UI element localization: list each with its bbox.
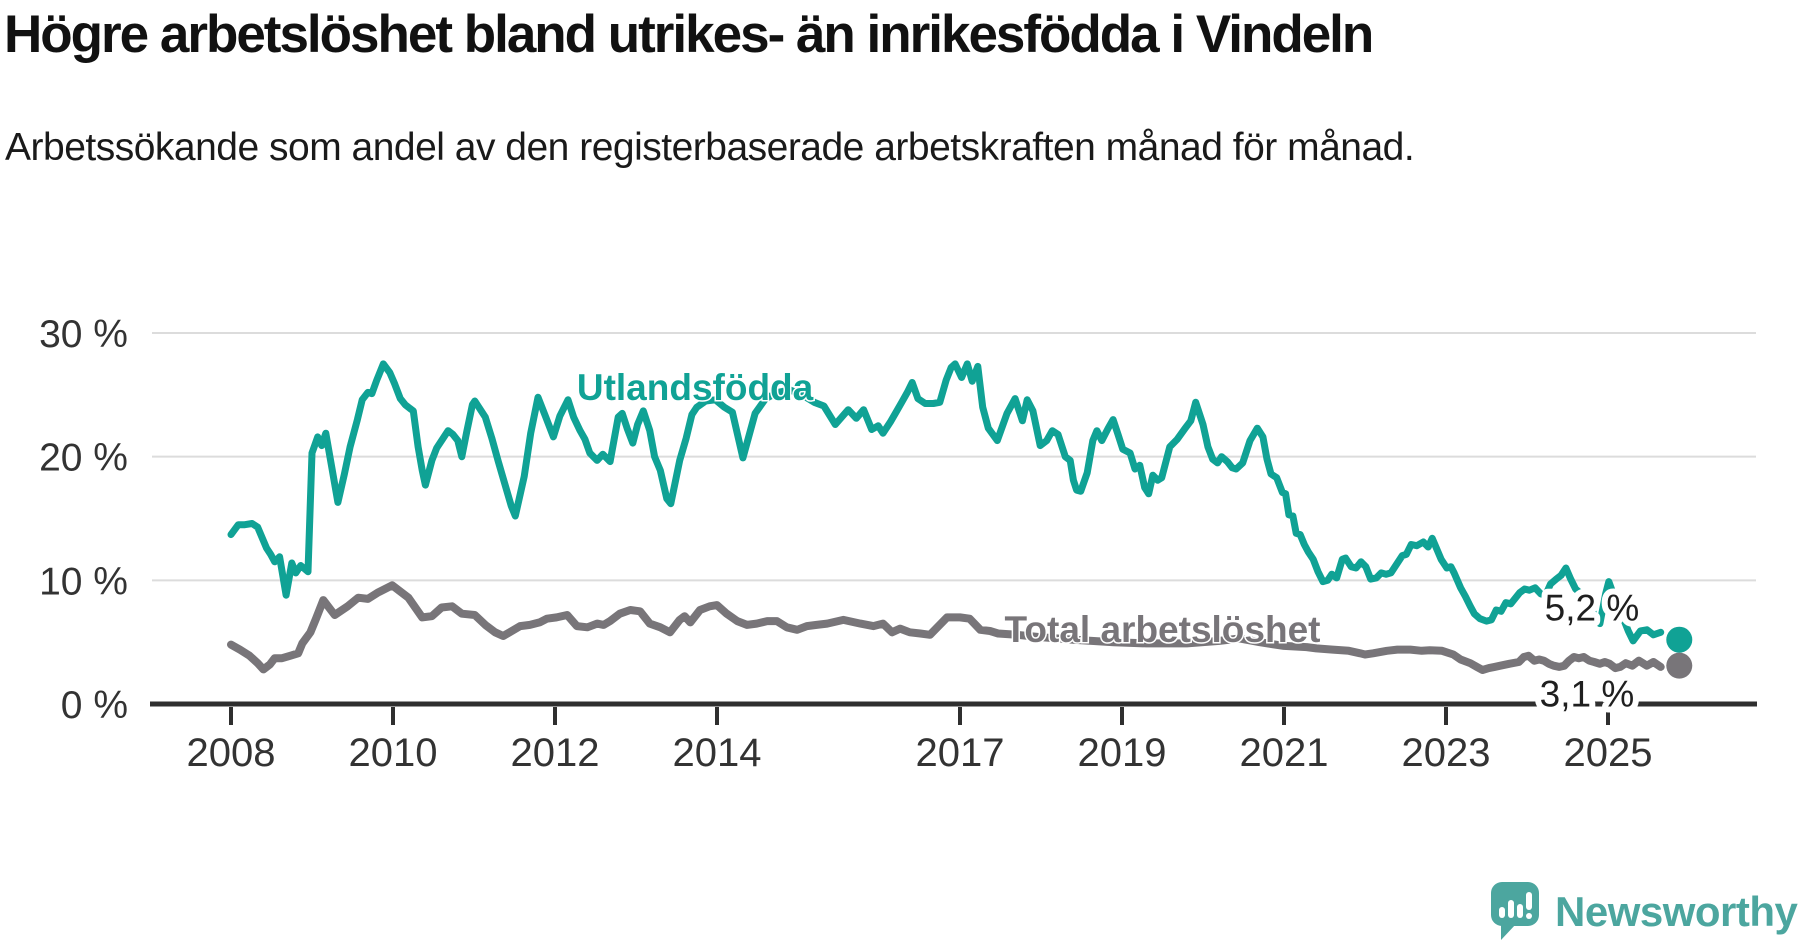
- y-tick-label-10: 10 %: [39, 560, 128, 603]
- latest-value-dot-total: [1666, 652, 1693, 679]
- x-tick-label-2014: 2014: [673, 731, 762, 775]
- x-tick-label-2019: 2019: [1078, 731, 1167, 775]
- x-tick-label-2021: 2021: [1240, 731, 1329, 775]
- newsworthy-logo: Newsworthy: [1491, 882, 1798, 942]
- x-tick-label-2008: 2008: [187, 731, 276, 775]
- x-tick-label-2025: 2025: [1564, 731, 1653, 775]
- end-value-label-utlandsfodda: 5,2 %: [1545, 588, 1640, 629]
- newsworthy-logo-text: Newsworthy: [1555, 888, 1798, 935]
- x-tick-label-2023: 2023: [1402, 731, 1491, 775]
- series-label-total: Total arbetslöshet: [1005, 609, 1321, 650]
- newsworthy-bubble-icon: [1491, 882, 1539, 940]
- series-label-utlandsfodda: Utlandsfödda: [577, 367, 814, 408]
- page-title: Högre arbetslöshet bland utrikes- än inr…: [4, 5, 1374, 64]
- end-value-label-total: 3,1 %: [1540, 674, 1635, 715]
- series-line-total: [227, 581, 1665, 674]
- latest-value-dot-utlandsfodda: [1666, 626, 1693, 653]
- x-tick-label-2010: 2010: [349, 731, 438, 775]
- y-tick-label-20: 20 %: [39, 437, 128, 480]
- series-line-utlandsfodda: [227, 360, 1665, 645]
- page-subtitle: Arbetssökande som andel av den registerb…: [5, 126, 1415, 169]
- x-tick-label-2017: 2017: [916, 731, 1005, 775]
- x-tick-label-2012: 2012: [511, 731, 600, 775]
- y-tick-label-0: 0 %: [61, 684, 128, 727]
- y-tick-label-30: 30 %: [39, 313, 128, 356]
